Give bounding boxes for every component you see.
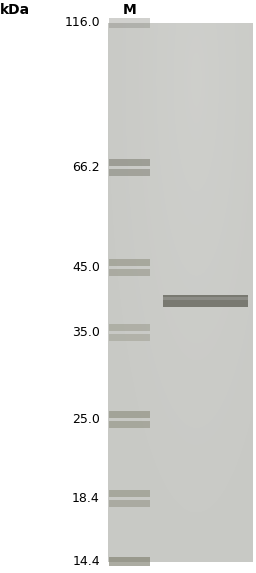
Bar xyxy=(108,23,253,562)
Bar xyxy=(163,297,248,300)
Bar xyxy=(109,411,150,418)
Bar xyxy=(109,18,150,28)
Bar xyxy=(109,557,150,566)
Bar xyxy=(109,159,150,166)
Bar xyxy=(163,295,248,307)
Bar xyxy=(109,421,150,427)
Text: kDa: kDa xyxy=(0,3,30,17)
Bar xyxy=(109,500,150,507)
Text: 116.0: 116.0 xyxy=(64,17,100,29)
Bar xyxy=(109,334,150,341)
Text: 14.4: 14.4 xyxy=(72,555,100,568)
Text: 66.2: 66.2 xyxy=(72,161,100,174)
Text: 45.0: 45.0 xyxy=(72,261,100,274)
Bar xyxy=(109,170,150,176)
Text: 35.0: 35.0 xyxy=(72,326,100,339)
Text: 25.0: 25.0 xyxy=(72,413,100,426)
Bar xyxy=(109,324,150,331)
Text: M: M xyxy=(123,3,136,17)
Bar xyxy=(109,259,150,266)
Bar xyxy=(109,269,150,276)
Bar xyxy=(109,490,150,497)
Text: 18.4: 18.4 xyxy=(72,492,100,505)
